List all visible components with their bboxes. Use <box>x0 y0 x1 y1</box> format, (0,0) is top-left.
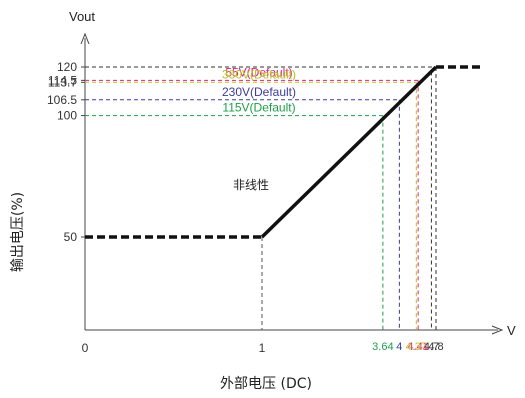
annotation-label: 380V(Default) <box>222 67 296 81</box>
x-tick-label: 1 <box>259 341 266 355</box>
x-tick-label: 4 <box>396 341 402 353</box>
y-tick-label: 114.5 <box>48 73 77 87</box>
x-axis-unit: V <box>507 323 516 338</box>
x-tick-label: 4.7 <box>424 341 439 353</box>
y-axis-title: Vout <box>69 9 95 24</box>
x-tick-label: 4.41 <box>407 341 428 353</box>
guide-lines <box>85 66 437 330</box>
y-axis-label: 输出电压(%) <box>10 192 26 272</box>
axes <box>80 32 504 335</box>
y-tick-label: 100 <box>57 109 77 123</box>
annotation-label: 230V(Default) <box>222 85 296 99</box>
y-tick-label: 50 <box>64 230 78 244</box>
curve-ramp <box>260 65 438 239</box>
region-label: 非线性 <box>233 178 269 192</box>
x-axis-label: 外部电压 (DC) <box>220 376 312 392</box>
x-tick-label: 4.37 <box>406 341 427 353</box>
y-tick-label: 106.5 <box>47 93 77 107</box>
x-tick-label: 0 <box>82 341 89 355</box>
y-axis-arrow <box>80 32 90 45</box>
x-axis-arrow <box>491 325 504 335</box>
x-tick-label: 3.64 <box>372 341 393 353</box>
annotation-label: 55V(Default) <box>225 65 292 79</box>
x-tick-label: 4.8 <box>428 341 443 353</box>
curve <box>85 65 481 239</box>
annotation-label: 115V(Default) <box>222 101 295 115</box>
y-tick-label: 113.7 <box>48 75 77 89</box>
y-tick-label: 120 <box>57 60 77 74</box>
